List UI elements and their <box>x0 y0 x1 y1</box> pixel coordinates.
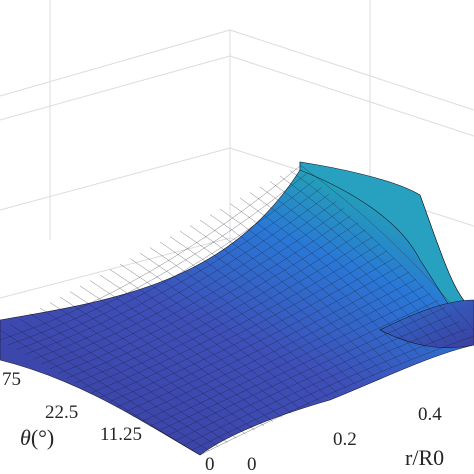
mesh-line <box>74 229 366 384</box>
mesh-line <box>289 170 466 335</box>
y-tick-label: 75 <box>2 369 21 390</box>
grid-line <box>0 55 231 121</box>
mesh-line <box>49 208 344 369</box>
y-axis-label-unit: (°) <box>31 425 54 450</box>
mesh-line <box>299 164 474 331</box>
mesh-line <box>29 313 228 443</box>
mesh-line <box>119 263 310 406</box>
mesh-line <box>19 318 219 447</box>
grid-line <box>0 29 231 97</box>
mesh-line <box>141 286 424 422</box>
surface <box>0 161 474 456</box>
y-axis-label-symbol: θ <box>20 425 31 450</box>
mesh-line <box>108 257 395 403</box>
mesh-line <box>249 192 429 351</box>
mesh-line <box>124 272 409 413</box>
mesh-line <box>99 250 388 398</box>
grid-line <box>229 29 474 111</box>
mesh-line <box>8 172 308 345</box>
mesh-line <box>239 197 420 356</box>
mesh-line <box>183 321 460 446</box>
mesh-line <box>109 269 301 410</box>
mesh-line <box>24 187 322 355</box>
mesh-line <box>58 215 351 374</box>
mesh-line <box>189 225 374 376</box>
mesh-line <box>66 222 359 379</box>
mesh-line <box>269 181 447 343</box>
x-tick-label: 0.4 <box>418 404 442 425</box>
mesh-line <box>259 186 438 347</box>
x-axis-ticks: 0 0.2 0.4 <box>247 404 442 474</box>
mesh-line <box>159 241 347 389</box>
y-tick-label: 22.5 <box>45 402 78 423</box>
mesh-line <box>191 328 467 451</box>
y-axis-ticks: 75 22.5 11.25 0 <box>2 369 215 474</box>
mesh-line <box>59 296 255 431</box>
mesh-line <box>133 279 417 417</box>
mesh-line <box>39 307 237 439</box>
mesh-line <box>99 274 292 414</box>
mesh-line <box>79 285 274 422</box>
grid-line <box>0 147 231 211</box>
mesh-line <box>158 300 438 432</box>
mesh-line <box>91 243 380 393</box>
mesh-line <box>139 252 329 397</box>
x-tick-label: 0 <box>247 454 257 474</box>
mesh-line <box>0 329 201 456</box>
mesh-line <box>33 194 330 360</box>
mesh-line <box>199 335 474 456</box>
mesh-line <box>0 165 301 341</box>
x-tick-label: 0.2 <box>333 429 357 450</box>
mesh-line <box>209 214 392 368</box>
mesh-line <box>16 180 315 350</box>
mesh-line <box>89 280 283 418</box>
mesh-line <box>219 208 402 364</box>
mesh-line <box>69 291 265 426</box>
mesh-line <box>149 247 338 393</box>
y-tick-label: 0 <box>205 454 215 474</box>
x-axis-label: r/R0 <box>405 445 444 470</box>
surface-mesh <box>0 164 474 456</box>
mesh-line <box>199 219 383 372</box>
y-axis-label: θ(°) <box>20 425 54 450</box>
mesh-line <box>49 302 246 435</box>
grid-line <box>0 237 231 299</box>
mesh-line <box>279 175 456 339</box>
mesh-line <box>179 230 365 381</box>
mesh-line <box>149 293 431 427</box>
mesh-line <box>129 258 319 401</box>
mesh-line <box>174 314 453 441</box>
mesh-line <box>116 265 402 408</box>
y-tick-label: 11.25 <box>100 424 142 445</box>
mesh-line <box>229 203 411 360</box>
grid-line <box>229 55 474 137</box>
mesh-line <box>169 236 356 385</box>
mesh-line <box>166 307 446 436</box>
